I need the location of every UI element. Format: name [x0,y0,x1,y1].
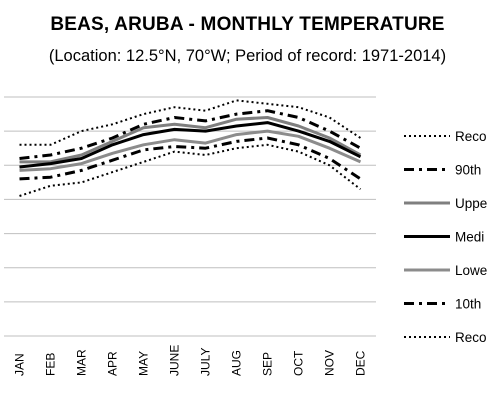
legend-label: 90th [455,163,481,178]
x-tick-label: APR [106,351,120,376]
series-line-1 [19,109,362,160]
series-line-0 [19,99,362,146]
x-tick-label: MAR [75,349,89,376]
legend-label: Medi [455,230,484,245]
series-line-6 [19,143,362,197]
x-tick-label: JUNE [168,345,182,376]
series-line-3 [19,121,362,169]
legend-label: Reco [455,129,487,144]
legend-label: Uppe [455,196,487,211]
legend-label: Lowe [455,263,487,278]
chart-subtitle: (Location: 12.5°N, 70°W; Period of recor… [48,47,447,65]
legend-label: Reco [455,330,487,345]
x-tick-label: JULY [199,348,213,376]
x-tick-label: SEP [261,352,275,376]
chart-title: BEAS, ARUBA - MONTHLY TEMPERATURE [50,14,445,35]
x-tick-label: OCT [292,350,306,376]
series-line-4 [19,129,362,172]
x-tick-label: JAN [13,353,27,376]
x-tick-label: MAY [137,351,151,376]
x-tick-label: DEC [354,350,368,376]
x-tick-label: FEB [44,353,58,376]
x-tick-label: NOV [323,350,337,376]
x-tick-label: AUG [230,350,244,376]
legend-label: 10th [455,297,481,312]
series-line-2 [19,116,362,164]
